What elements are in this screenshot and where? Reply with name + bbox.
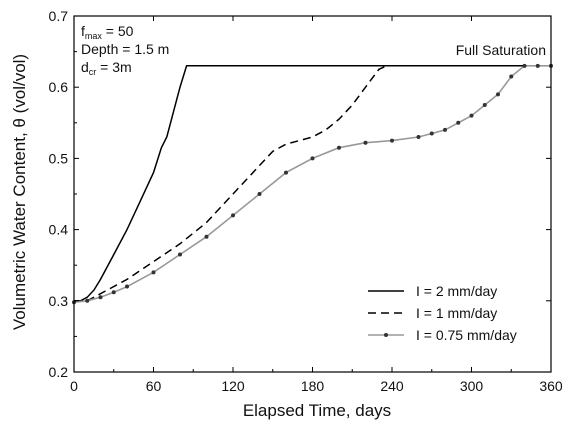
series-line-2 [74,65,551,302]
param-label-3: dcr = 3m [81,59,132,77]
legend-label-3: I = 0.75 mm/day [416,327,517,343]
series-marker [390,138,394,143]
x-tick-label: 180 [301,378,325,394]
series-marker [509,74,514,79]
series-marker [337,145,341,150]
series-line-1 [74,65,551,302]
x-tick-label: 120 [221,378,245,394]
series-marker [469,113,474,118]
series-marker [522,63,527,68]
series-marker [363,140,368,145]
series-marker [416,135,421,140]
y-tick-label: 0.6 [49,79,69,95]
y-tick-label: 0.7 [49,8,69,24]
y-tick-label: 0.4 [49,222,69,238]
x-tick-label: 360 [539,378,563,394]
series-marker [535,63,540,68]
legend-marker [384,333,388,337]
x-tick-label: 0 [70,378,78,394]
series-marker [204,234,209,239]
legend-label-1: I = 2 mm/day [416,283,497,299]
y-tick-label: 0.3 [49,293,69,309]
axes: 0 60 120 180 240 300 360 0.2 0.3 0.4 0.5 0.6 0.7 [49,8,563,394]
series-marker [456,120,461,125]
series-marker [85,298,90,303]
y-tick-label: 0.5 [49,150,69,166]
param-label-2: Depth = 1.5 m [81,41,169,57]
x-tick-label: 60 [146,378,162,394]
x-tick-label: 240 [380,378,404,394]
legend: I = 2 mm/day I = 1 mm/day I = 0.75 mm/day [368,283,517,343]
legend-label-2: I = 1 mm/day [416,305,497,321]
series-marker [98,295,103,300]
x-axis-title: Elapsed Time, days [243,401,391,420]
y-tick-label: 0.2 [49,364,69,380]
series-marker [429,131,434,136]
series-marker [310,156,315,161]
series-line-3 [73,65,551,303]
series-marker [496,92,500,97]
series-marker [125,284,129,289]
full-saturation-label: Full Saturation [456,42,546,58]
series-marker [111,290,116,295]
series-marker [231,213,235,218]
series-marker [443,127,447,132]
series-marker [151,270,156,275]
series-marker [257,192,262,196]
series-marker [284,170,288,175]
param-label-1: fmax = 50 [81,23,134,41]
plot-area [72,63,553,305]
x-tick-label: 300 [460,378,484,394]
series-marker [178,252,182,257]
series-marker [482,103,487,107]
y-axis-title: Volumetric Water Content, θ (vol/vol) [10,54,29,330]
